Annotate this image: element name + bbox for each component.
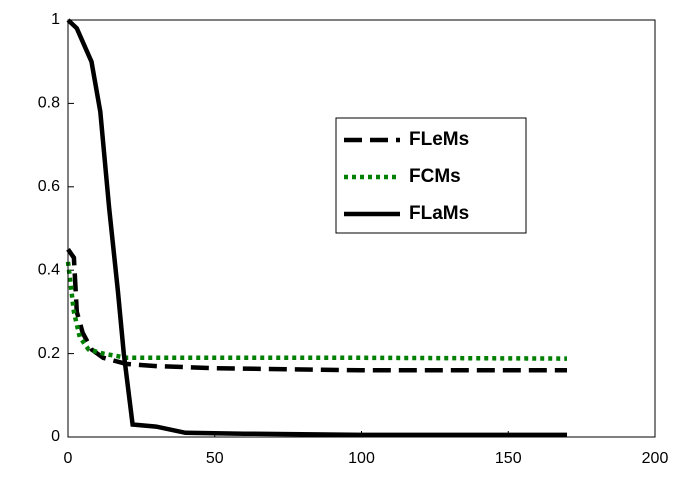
- x-tick-label: 200: [642, 450, 669, 467]
- legend-label: FCMs: [409, 166, 461, 187]
- y-tick-label: 0: [51, 428, 60, 445]
- line-series: [66, 248, 567, 373]
- y-tick-label: 0.6: [38, 178, 60, 195]
- x-tick-label: 0: [64, 450, 73, 467]
- y-tick-label: 0.8: [38, 95, 60, 112]
- line-series: [66, 18, 567, 438]
- x-tick-label: 50: [206, 450, 224, 467]
- x-tick-label: 150: [495, 450, 522, 467]
- line-series: [65, 261, 568, 361]
- y-tick-label: 0.4: [38, 261, 60, 278]
- legend-label: FLeMs: [409, 129, 469, 150]
- plot-frame: [67, 19, 656, 438]
- y-tick-label: 0.2: [38, 345, 60, 362]
- y-tick-label: 1: [51, 11, 60, 28]
- x-tick-label: 100: [348, 450, 375, 467]
- legend-label: FLaMs: [409, 203, 469, 224]
